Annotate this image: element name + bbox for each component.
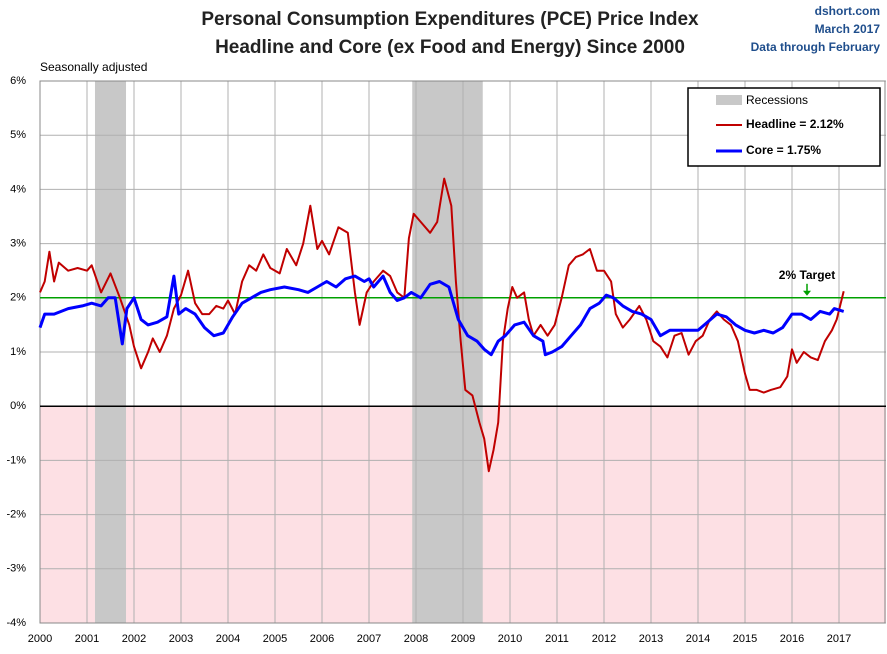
legend-label: Recessions <box>746 93 808 107</box>
x-tick-label: 2016 <box>780 633 804 645</box>
plot-border <box>39 80 886 624</box>
y-tick-label: -2% <box>6 509 26 521</box>
x-tick-label: 2003 <box>169 633 193 645</box>
y-tick-label: 5% <box>10 129 26 141</box>
y-tick-label: 4% <box>10 183 26 195</box>
y-tick-label: 0% <box>10 400 26 412</box>
source: dshort.com <box>815 4 880 18</box>
y-tick-label: 6% <box>10 75 26 87</box>
x-tick-label: 2017 <box>827 633 851 645</box>
x-tick-label: 2006 <box>310 633 334 645</box>
x-tick-label: 2010 <box>498 633 522 645</box>
chart-title: Personal Consumption Expenditures (PCE) … <box>201 9 699 30</box>
y-tick-label: 1% <box>10 346 26 358</box>
y-tick-label: 2% <box>10 292 26 304</box>
x-tick-label: 2001 <box>75 633 99 645</box>
y-tick-label: -1% <box>6 454 26 466</box>
x-tick-label: 2008 <box>404 633 428 645</box>
x-tick-label: 2005 <box>263 633 287 645</box>
data-note: Data through February <box>751 40 881 54</box>
y-tick-label: -4% <box>6 617 26 629</box>
date: March 2017 <box>815 22 881 36</box>
x-tick-label: 2014 <box>686 633 710 645</box>
x-tick-label: 2004 <box>216 633 240 645</box>
x-tick-label: 2002 <box>122 633 146 645</box>
x-tick-label: 2013 <box>639 633 663 645</box>
x-tick-label: 2011 <box>545 633 569 645</box>
series-line <box>38 274 845 357</box>
y-tick-label: 3% <box>10 238 26 250</box>
x-tick-label: 2009 <box>451 633 475 645</box>
legend-label: Headline = 2.12% <box>746 117 844 131</box>
note: Seasonally adjusted <box>40 60 147 74</box>
y-tick-label: -3% <box>6 563 26 575</box>
x-tick-label: 2012 <box>592 633 616 645</box>
x-tick-label: 2015 <box>733 633 757 645</box>
x-tick-label: 2007 <box>357 633 381 645</box>
legend-label: Core = 1.75% <box>746 143 821 157</box>
target-arrowhead <box>803 290 811 296</box>
target-label: 2% Target <box>779 268 835 282</box>
chart-subtitle: Headline and Core (ex Food and Energy) S… <box>215 37 685 58</box>
legend-swatch <box>716 95 742 105</box>
x-tick-label: 2000 <box>28 633 52 645</box>
